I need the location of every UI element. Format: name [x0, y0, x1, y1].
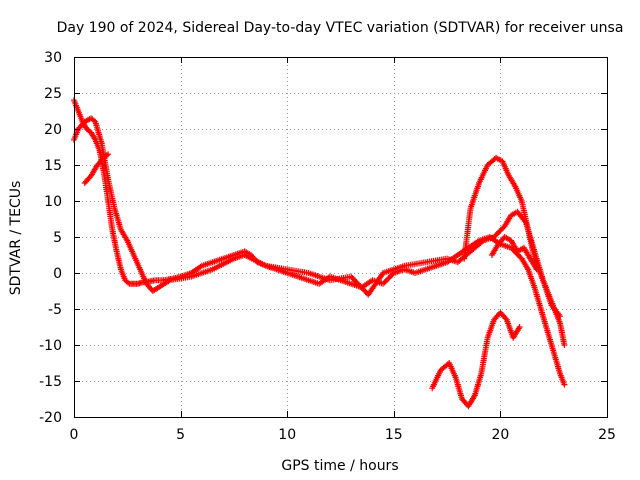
series-markers	[81, 151, 112, 186]
series-late-secondary	[488, 234, 540, 273]
series-markers	[429, 309, 523, 410]
series-early-branch	[81, 151, 112, 186]
x-tick-label: 25	[598, 427, 616, 443]
x-axis-label: GPS time / hours	[281, 458, 398, 474]
series-lower-segment	[429, 309, 523, 410]
y-tick-label: 5	[53, 230, 62, 246]
y-tick-label: -20	[39, 410, 62, 426]
series-markers	[461, 154, 564, 320]
x-tick-label: 15	[385, 427, 403, 443]
y-tick-label: -10	[39, 338, 62, 354]
x-tick-label: 5	[176, 427, 185, 443]
y-tick-label: 30	[44, 50, 62, 66]
chart-title: Day 190 of 2024, Sidereal Day-to-day VTE…	[57, 20, 624, 36]
x-tick-label: 0	[70, 427, 79, 443]
x-tick-label: 10	[278, 427, 296, 443]
y-axis-label: SDTVAR / TECUs	[8, 181, 24, 296]
y-tick-label: 15	[44, 158, 62, 174]
y-tick-label: 20	[44, 122, 62, 138]
y-tick-label: 0	[53, 266, 62, 282]
y-tick-label: 25	[44, 86, 62, 102]
grid	[74, 57, 607, 417]
axis-ticks: 0 5 10 15 20 25 -20 -15 -10 -5 0 5 10 15 20 25 30	[39, 50, 616, 443]
series-markers	[488, 234, 540, 273]
y-tick-label: -5	[48, 302, 62, 318]
y-tick-label: 10	[44, 194, 62, 210]
x-tick-label: 20	[491, 427, 509, 443]
series-late-hump	[461, 154, 564, 320]
y-tick-label: -15	[39, 374, 62, 390]
